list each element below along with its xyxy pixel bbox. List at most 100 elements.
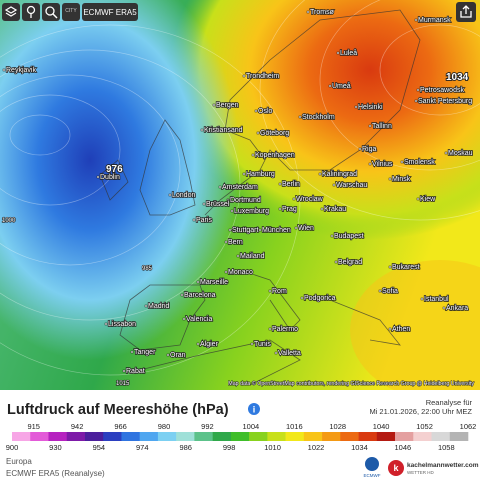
scale-label-bottom: 1034 (351, 443, 368, 452)
city-marker (420, 297, 424, 301)
scale-segment (303, 432, 323, 441)
scale-segment (249, 432, 268, 441)
ecmwf-logo-text: ECMWF (364, 473, 381, 478)
city-marker (278, 207, 282, 211)
city-marker (242, 74, 246, 78)
city-marker (104, 322, 108, 326)
scale-label-top: 1028 (329, 422, 346, 431)
city-label: Murmansk (418, 17, 451, 24)
city-label: Amsterdam (222, 184, 258, 191)
city-marker (414, 18, 418, 22)
city-marker (278, 182, 282, 186)
scale-segment (230, 432, 250, 441)
city-label: Petrosawodsk (420, 87, 464, 94)
city-label: Barcelona (184, 292, 216, 299)
city-label: Podgorica (304, 295, 336, 302)
city-label: Bergen (216, 102, 239, 109)
site-logo-sub: WETTER HD (407, 470, 434, 475)
scale-segment (139, 432, 159, 441)
legend-title: Luftdruck auf Meereshöhe (hPa) (7, 402, 229, 418)
city-marker (368, 162, 372, 166)
valid-caption: Reanalyse für (426, 398, 473, 407)
scale-segment (285, 432, 305, 441)
map: Reykjavik Tromsø Murmansk Luleå Umeå Trondhei… (0, 0, 480, 390)
pressure-area (350, 260, 480, 390)
city-marker (242, 172, 246, 176)
city-marker (228, 228, 232, 232)
scale-segment (449, 432, 469, 441)
scale-segment (103, 432, 122, 441)
valid-time: Mi 21.01.2026, 22:00 Uhr MEZ (369, 407, 472, 416)
city-label: London (172, 192, 195, 199)
scale-segment (340, 432, 359, 441)
region: Europa (6, 457, 32, 466)
scale-label-bottom: 998 (223, 443, 236, 452)
city-label: Palermo (272, 326, 298, 333)
scale-segment (267, 432, 286, 441)
city-marker (400, 160, 404, 164)
zoom-icon (52, 13, 58, 19)
zoom-button[interactable] (42, 3, 60, 21)
scale-segment (121, 432, 140, 441)
city-marker (251, 153, 255, 157)
city-label: Rabat (126, 368, 145, 375)
city-label: Mailand (240, 253, 265, 260)
city-marker (354, 105, 358, 109)
city-label: Riga (362, 146, 377, 153)
city-label: Dortmund (230, 197, 261, 204)
scale-label-top: 1052 (416, 422, 433, 431)
city-marker (416, 88, 420, 92)
city-marker (202, 202, 206, 206)
city-label: Stuttgart (232, 227, 259, 234)
location-button[interactable] (22, 3, 40, 21)
city-label: Dublin (100, 174, 120, 181)
zoom-icon (45, 6, 55, 16)
city-button[interactable] (62, 3, 80, 21)
city-label: Istanbul (424, 296, 449, 303)
city-label: Bukarest (392, 264, 420, 271)
city-marker (250, 342, 254, 346)
pressure-label: 1015 (116, 381, 130, 387)
legend: Luftdruck auf Meereshöhe (hPa) i Reanaly… (6, 398, 479, 478)
layers-icon (4, 6, 18, 17)
city-label: Tunis (254, 341, 271, 348)
location-icon (26, 5, 36, 15)
city-label: Tromsø (310, 9, 335, 16)
city-label: Brüssel (206, 201, 230, 208)
city-marker (122, 369, 126, 373)
pressure-label: 1034 (446, 72, 469, 83)
city-label: Ankara (446, 305, 468, 312)
city-marker (336, 51, 340, 55)
model-button[interactable] (82, 3, 138, 21)
scale-label-bottom: 1058 (438, 443, 455, 452)
scale-segment (84, 432, 104, 441)
city-label: Monaco (228, 269, 253, 276)
city-marker (236, 254, 240, 258)
city-marker (332, 183, 336, 187)
pressure-label: 976 (106, 164, 123, 175)
city-marker (268, 327, 272, 331)
city-marker (192, 218, 196, 222)
city-label: Belgrad (338, 259, 362, 266)
info-button[interactable] (248, 403, 260, 415)
city-marker (96, 175, 100, 179)
city-label: Kiew (420, 196, 436, 203)
scale-segment (376, 432, 396, 441)
city-label: Stockholm (302, 114, 335, 121)
city-marker (358, 147, 362, 151)
city-label: Kaliningrad (322, 171, 357, 178)
city-marker (318, 172, 322, 176)
city-label: Bern (228, 239, 243, 246)
city-marker (416, 197, 420, 201)
low-pressure-area (0, 0, 240, 360)
toolbar: CITY ECMWF ERA5 (2, 2, 476, 22)
city-label: Athen (392, 326, 410, 333)
scale-segment (413, 432, 432, 441)
city-marker (168, 193, 172, 197)
scale-label-top: 1040 (373, 422, 390, 431)
layers-button[interactable] (2, 3, 20, 21)
model-button-label: ECMWF ERA5 (83, 8, 137, 17)
scale-label-top: 1016 (286, 422, 303, 431)
scale-label-bottom: 974 (136, 443, 149, 452)
pressure-label: 985 (142, 266, 153, 272)
